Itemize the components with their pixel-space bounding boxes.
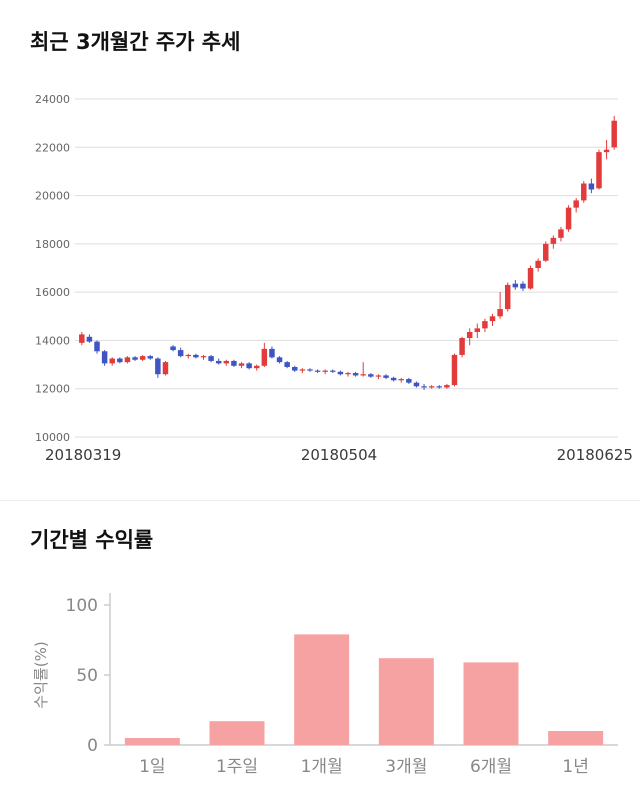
svg-text:50: 50 xyxy=(76,666,98,686)
section-divider xyxy=(0,500,640,501)
svg-text:수익률(%): 수익률(%) xyxy=(32,641,50,708)
svg-text:14000: 14000 xyxy=(35,334,70,347)
svg-text:0: 0 xyxy=(87,736,98,756)
candlestick-chart: 10000 12000 14000 16000 18000 20000 22000 24000 xyxy=(35,93,618,444)
svg-text:1주일: 1주일 xyxy=(216,757,258,777)
price-chart-title: 최근 3개월간 주가 추세 xyxy=(30,30,241,54)
x-tick-start: 20180319 xyxy=(45,446,122,464)
svg-text:100: 100 xyxy=(66,596,98,616)
returns-bar-chart: 0 50 100 수익률(%) 1일 1주일 1개월 3개월 6개월 1년 xyxy=(32,593,618,777)
x-tick-end: 20180625 xyxy=(556,446,633,464)
returns-chart-title: 기간별 수익률 xyxy=(30,528,154,552)
svg-text:1개월: 1개월 xyxy=(301,757,343,777)
svg-text:1년: 1년 xyxy=(562,757,588,777)
svg-text:20000: 20000 xyxy=(35,190,70,203)
svg-text:3개월: 3개월 xyxy=(385,757,427,777)
svg-text:18000: 18000 xyxy=(35,238,70,251)
svg-text:16000: 16000 xyxy=(35,286,70,299)
svg-text:12000: 12000 xyxy=(35,383,70,396)
x-tick-mid: 20180504 xyxy=(300,446,378,464)
svg-text:22000: 22000 xyxy=(35,141,70,154)
svg-text:10000: 10000 xyxy=(35,431,70,444)
svg-text:1일: 1일 xyxy=(139,757,165,777)
svg-text:6개월: 6개월 xyxy=(470,757,512,777)
svg-text:24000: 24000 xyxy=(35,93,70,106)
candlestick-x-axis: 20180319 20180504 20180625 xyxy=(45,446,633,464)
